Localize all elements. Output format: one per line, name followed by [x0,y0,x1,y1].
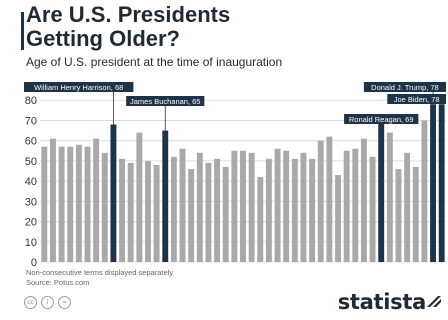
bar [300,152,307,262]
footnote: Non-consecutive terms displayed separate… [26,268,174,277]
bar [179,148,186,262]
callout-box [363,82,446,92]
y-tick-label: 40 [25,176,37,188]
license-icons: cc i = [24,296,71,309]
callout-box [126,96,205,106]
callout-box [344,114,419,124]
callout-label: Donald J. Trump, 78 [371,83,439,92]
source-note: Source: Potus.com [26,278,90,287]
bar [110,124,117,262]
bar [360,138,367,262]
bar [58,146,65,262]
bar [41,146,48,262]
bar [309,158,316,262]
callout-label: Ronald Reagan, 69 [349,115,414,124]
callout-box [24,82,134,92]
callout-box [387,94,446,104]
bar [188,168,195,262]
bar [404,152,411,262]
bar [75,144,82,262]
statista-logo-text: statista [337,290,427,314]
y-tick-label: 80 [25,95,37,107]
callout-label: William Henry Harrison, 68 [34,83,123,92]
bar [162,130,169,262]
nd-icon[interactable]: = [58,296,71,309]
chart-subtitle: Age of U.S. president at the time of ina… [26,55,283,69]
bar [119,158,126,262]
bar [248,152,255,262]
y-tick-label: 50 [25,156,37,168]
cc-icon[interactable]: cc [24,296,37,309]
callout-label: James Buchanan, 65 [130,97,200,106]
bar [214,158,221,262]
bar [395,168,402,262]
page-title-line2: Getting Older? [26,26,180,51]
y-tick-label: 10 [25,237,37,249]
bar-chart: 0 10 20 30 40 50 60 70 80 William Henry Harrison,… [24,82,446,269]
bar [274,148,281,262]
bar [412,166,419,262]
bar [67,146,74,262]
title-accent-bar [21,12,24,50]
y-tick-label: 60 [25,136,37,148]
bar [205,162,212,262]
bar [84,146,91,262]
bar [369,156,376,262]
title-block: Are U.S. Presidents Getting Older? [26,3,230,51]
bar [430,104,436,262]
page-title-line1: Are U.S. Presidents [26,2,231,27]
bar [438,104,445,262]
by-icon[interactable]: i [41,296,54,309]
bar [240,150,246,262]
bar [343,150,350,262]
bar [317,140,324,262]
y-tick-label: 0 [31,257,37,269]
bar [335,175,341,262]
bar [101,152,108,262]
y-tick-label: 20 [25,217,37,229]
bar [50,138,56,262]
bar [421,120,428,262]
y-tick-label: 70 [25,115,37,127]
bar [231,150,238,262]
bar [378,122,385,262]
bar [326,136,333,262]
callout-label: Joe Biden, 78 [394,95,440,104]
bar [283,150,290,262]
bar [153,164,160,262]
bar [170,156,177,262]
bar [352,148,359,262]
bar [257,177,264,262]
bar [136,132,143,262]
y-tick-label: 30 [25,196,37,208]
bar [196,152,203,262]
bar [386,132,393,262]
bar [222,166,229,262]
bar [265,158,272,262]
bar [291,158,298,262]
statista-logo-icon [427,296,441,307]
bar [145,160,151,262]
bar [127,162,134,262]
bar [93,138,100,262]
